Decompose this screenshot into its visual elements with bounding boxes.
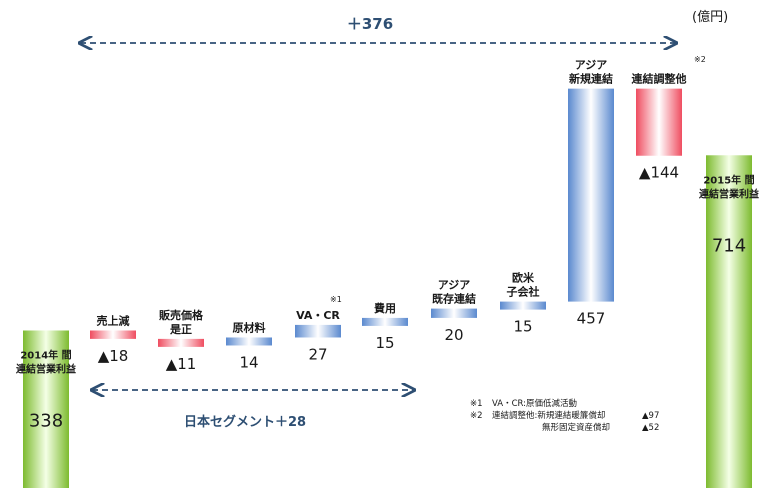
footnote-text: 連結調整他:新規連結暖簾償却 — [492, 411, 606, 421]
value-label: 714 — [712, 235, 746, 256]
category-label: VA・CR — [296, 309, 340, 322]
value-label: ▲144 — [639, 164, 679, 182]
footnote-value: ▲52 — [642, 423, 660, 433]
value-label: 27 — [308, 345, 327, 363]
category-label: 売上減 — [97, 313, 130, 327]
category-label: 2014年 間連結営業利益 — [16, 348, 76, 375]
bar-increase — [568, 88, 614, 302]
bar-increase — [431, 308, 477, 318]
value-label: 14 — [239, 353, 258, 371]
adjustment-footnote-mark: ※2 — [694, 55, 706, 64]
bar-decrease — [90, 330, 136, 339]
value-label: 20 — [444, 326, 463, 344]
footnote-text: VA・CR:原価低減活動 — [492, 399, 578, 409]
category-label: 2015年 間連結営業利益 — [699, 173, 759, 200]
footnote-text: 無形固定資産償却 — [542, 423, 611, 433]
bar-increase — [295, 324, 341, 338]
unit-label: (億円) — [692, 10, 729, 25]
va-cr-footnote-mark: ※1 — [330, 295, 342, 304]
value-label: ▲18 — [98, 347, 129, 365]
bar-decrease — [158, 338, 204, 347]
bar-total — [706, 155, 752, 488]
category-label: 欧米子会社 — [507, 271, 540, 299]
value-label: 457 — [577, 310, 606, 328]
footnote-indent — [470, 422, 542, 434]
top-bracket-label: ＋376 — [347, 15, 393, 33]
category-label: 販売価格是正 — [159, 308, 204, 336]
bar-decrease — [636, 88, 682, 156]
bar-increase — [226, 337, 272, 346]
category-label: 連結調整他 — [632, 72, 687, 86]
footnote-row: 無形固定資産償却 ▲52 — [470, 422, 682, 434]
category-label: 費用 — [373, 301, 396, 315]
footnotes: ※1 VA・CR:原価低減活動 ※2 連結調整他:新規連結暖簾償却 ▲97 無形… — [470, 398, 682, 434]
value-label: 15 — [375, 334, 394, 352]
category-label: 原材料 — [233, 320, 266, 334]
bar-increase — [362, 317, 408, 326]
value-label: ▲11 — [166, 355, 197, 373]
value-label: 338 — [29, 410, 63, 431]
category-label: アジア新規連結 — [569, 59, 613, 86]
footnote-mark: ※2 — [470, 411, 483, 421]
bar-increase — [500, 301, 546, 310]
japan-bracket-label: 日本セグメント＋28 — [184, 414, 306, 430]
footnote-row: ※1 VA・CR:原価低減活動 — [470, 398, 682, 410]
footnote-value — [642, 398, 682, 410]
footnote-row: ※2 連結調整他:新規連結暖簾償却 ▲97 — [470, 410, 682, 422]
bar-total — [23, 330, 69, 488]
footnote-value: ▲97 — [642, 411, 660, 421]
footnote-mark: ※1 — [470, 399, 483, 409]
value-label: 15 — [513, 318, 532, 336]
category-label: アジア既存連結 — [432, 279, 476, 306]
